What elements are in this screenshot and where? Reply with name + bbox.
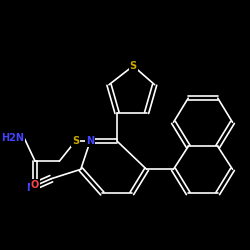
Text: S: S	[130, 61, 137, 71]
Text: O: O	[31, 180, 39, 190]
Text: S: S	[72, 136, 79, 146]
Text: N: N	[86, 136, 94, 146]
Text: N: N	[26, 183, 34, 193]
Text: H2N: H2N	[2, 134, 24, 143]
